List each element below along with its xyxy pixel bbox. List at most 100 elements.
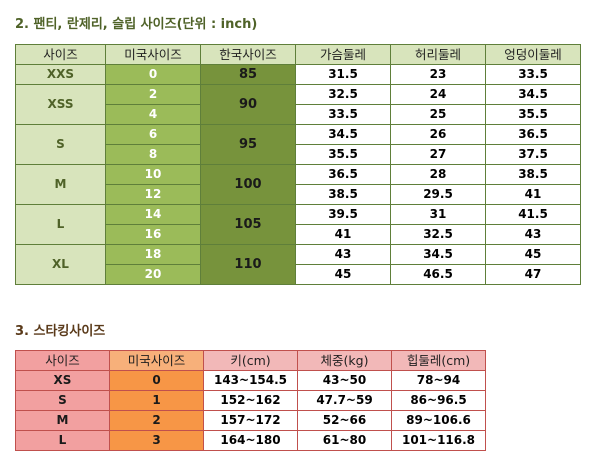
kr-size-cell: 85 <box>200 64 296 85</box>
waist-cell: 26 <box>390 124 486 145</box>
us-size-cell: 0 <box>109 370 204 391</box>
height-cell: 157~172 <box>203 410 298 431</box>
weight-cell: 43~50 <box>297 370 392 391</box>
header-size: 사이즈 <box>15 44 106 65</box>
table-row: S 6 95 34.5 26 36.5 <box>15 124 581 165</box>
table-header-row: 사이즈 미국사이즈 키(cm) 체중(kg) 힙둘레(cm) <box>15 350 486 371</box>
chest-cell: 43 <box>295 244 391 265</box>
size-cell: XXS <box>15 64 106 85</box>
chest-cell: 32.5 <box>295 84 391 105</box>
size-cell: XSS <box>15 84 106 125</box>
size-cell: S <box>15 124 106 165</box>
size-cell: L <box>15 430 110 451</box>
chest-cell: 34.5 <box>295 124 391 145</box>
us-size-cell: 4 <box>105 104 201 125</box>
hip-cell: 41 <box>485 184 581 205</box>
table-row: L 3 164~180 61~80 101~116.8 <box>15 430 486 451</box>
weight-cell: 52~66 <box>297 410 392 431</box>
kr-size-cell: 100 <box>200 164 296 205</box>
size-cell: S <box>15 390 110 411</box>
hip-cell: 86~96.5 <box>391 390 486 411</box>
height-cell: 143~154.5 <box>203 370 298 391</box>
header-us-size: 미국사이즈 <box>109 350 204 371</box>
table-row: XSS 2 90 32.5 24 34.5 <box>15 84 581 125</box>
waist-cell: 31 <box>390 204 486 225</box>
us-size-cell: 12 <box>105 184 201 205</box>
us-size-cell: 1 <box>109 390 204 411</box>
header-us-size: 미국사이즈 <box>105 44 201 65</box>
header-weight: 체중(kg) <box>297 350 392 371</box>
us-size-cell: 20 <box>105 264 201 285</box>
table-row: M 10 100 36.5 28 38.5 <box>15 164 581 205</box>
waist-cell: 46.5 <box>390 264 486 285</box>
us-size-cell: 14 <box>105 204 201 225</box>
size-cell: XL <box>15 244 106 285</box>
hip-cell: 78~94 <box>391 370 486 391</box>
waist-cell: 27 <box>390 144 486 165</box>
waist-cell: 23 <box>390 64 486 85</box>
hip-cell: 38.5 <box>485 164 581 185</box>
waist-cell: 29.5 <box>390 184 486 205</box>
table-row: M 2 157~172 52~66 89~106.6 <box>15 410 486 431</box>
us-size-cell: 0 <box>105 64 201 85</box>
waist-cell: 24 <box>390 84 486 105</box>
hip-cell: 101~116.8 <box>391 430 486 451</box>
hip-cell: 34.5 <box>485 84 581 105</box>
chest-cell: 31.5 <box>295 64 391 85</box>
size-cell: M <box>15 164 106 205</box>
header-height: 키(cm) <box>203 350 298 371</box>
kr-size-cell: 95 <box>200 124 296 165</box>
table-row: XS 0 143~154.5 43~50 78~94 <box>15 370 486 391</box>
chest-cell: 41 <box>295 224 391 245</box>
chest-cell: 38.5 <box>295 184 391 205</box>
hip-cell: 89~106.6 <box>391 410 486 431</box>
chest-cell: 36.5 <box>295 164 391 185</box>
size-cell: XS <box>15 370 110 391</box>
table-row: L 14 105 39.5 31 41.5 <box>15 204 581 245</box>
hip-cell: 43 <box>485 224 581 245</box>
hip-cell: 41.5 <box>485 204 581 225</box>
header-size: 사이즈 <box>15 350 110 371</box>
chest-cell: 39.5 <box>295 204 391 225</box>
size-cell: M <box>15 410 110 431</box>
us-size-cell: 10 <box>105 164 201 185</box>
us-size-cell: 2 <box>109 410 204 431</box>
us-size-cell: 6 <box>105 124 201 145</box>
height-cell: 164~180 <box>203 430 298 451</box>
size-cell: L <box>15 204 106 245</box>
us-size-cell: 2 <box>105 84 201 105</box>
header-chest: 가슴둘레 <box>295 44 391 65</box>
panty-size-table: 사이즈 미국사이즈 한국사이즈 가슴둘레 허리둘레 엉덩이둘레 XXS 0 85 31… <box>15 44 581 285</box>
weight-cell: 47.7~59 <box>297 390 392 411</box>
waist-cell: 28 <box>390 164 486 185</box>
us-size-cell: 18 <box>105 244 201 265</box>
waist-cell: 25 <box>390 104 486 125</box>
chest-cell: 45 <box>295 264 391 285</box>
table-row: 20 45 46.5 47 <box>16 264 581 285</box>
chest-cell: 33.5 <box>295 104 391 125</box>
hip-cell: 37.5 <box>485 144 581 165</box>
stocking-size-table: 사이즈 미국사이즈 키(cm) 체중(kg) 힙둘레(cm) XS 0 143~15… <box>15 350 486 451</box>
table-row: S 1 152~162 47.7~59 86~96.5 <box>15 390 486 411</box>
panty-size-title: 2. 팬티, 란제리, 슬립 사이즈(단위 : inch) <box>15 17 258 32</box>
stocking-size-title: 3. 스타킹사이즈 <box>15 324 106 339</box>
us-size-cell: 3 <box>109 430 204 451</box>
hip-cell: 36.5 <box>485 124 581 145</box>
weight-cell: 61~80 <box>297 430 392 451</box>
height-cell: 152~162 <box>203 390 298 411</box>
hip-cell: 35.5 <box>485 104 581 125</box>
header-kr-size: 한국사이즈 <box>200 44 296 65</box>
table-row: XL 18 110 43 34.5 45 <box>15 244 581 285</box>
header-hip: 엉덩이둘레 <box>485 44 581 65</box>
header-hip: 힙둘레(cm) <box>391 350 486 371</box>
table-header-row: 사이즈 미국사이즈 한국사이즈 가슴둘레 허리둘레 엉덩이둘레 <box>15 44 581 65</box>
kr-size-cell: 105 <box>200 204 296 245</box>
waist-cell: 32.5 <box>390 224 486 245</box>
kr-size-cell: 110 <box>200 244 296 285</box>
waist-cell: 34.5 <box>390 244 486 265</box>
kr-size-cell: 90 <box>200 84 296 125</box>
us-size-cell: 16 <box>105 224 201 245</box>
chest-cell: 35.5 <box>295 144 391 165</box>
hip-cell: 45 <box>485 244 581 265</box>
hip-cell: 33.5 <box>485 64 581 85</box>
